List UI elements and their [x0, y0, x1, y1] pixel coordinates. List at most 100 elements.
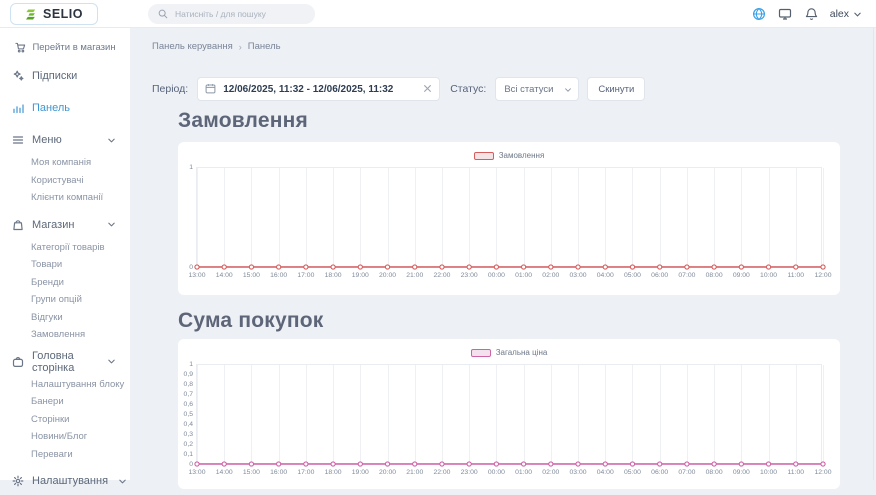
chart-legend: Загальна ціна [178, 348, 840, 357]
sidebar: Перейти в магазин Підписки Панель МенюМоя … [0, 28, 130, 480]
chevron-down-icon [105, 218, 118, 231]
sidebar-item-2[interactable]: Меню [0, 126, 130, 154]
selio-logo-icon [25, 8, 38, 21]
x-axis-tick: 11:00 [781, 272, 811, 279]
y-axis-tick: 0,2 [184, 441, 193, 449]
x-axis-tick: 04:00 [590, 272, 620, 279]
x-axis-tick: 20:00 [373, 272, 403, 279]
display-monitor-icon[interactable] [778, 7, 793, 22]
x-axis-tick: 15:00 [236, 469, 266, 476]
sidebar-subitem[interactable]: Сторінки [0, 411, 130, 429]
y-axis-tick: 0,9 [184, 371, 193, 379]
chart-legend: Замовлення [178, 151, 840, 160]
global-search[interactable] [148, 4, 315, 24]
breadcrumb-panel[interactable]: Панель [248, 41, 281, 52]
x-axis-tick: 03:00 [563, 469, 593, 476]
x-axis-tick: 21:00 [400, 272, 430, 279]
y-axis-tick: 0 [189, 461, 193, 469]
x-axis-tick: 18:00 [318, 272, 348, 279]
subscriptions-icon [11, 70, 24, 83]
shop-bag-icon [11, 218, 24, 231]
x-axis-tick: 23:00 [454, 272, 484, 279]
sidebar-item-5[interactable]: Налаштування [0, 467, 130, 495]
x-axis-tick: 01:00 [509, 272, 539, 279]
x-axis-tick: 18:00 [318, 469, 348, 476]
x-axis-tick: 20:00 [373, 469, 403, 476]
user-menu[interactable]: alex [830, 8, 862, 20]
sidebar-subitem[interactable]: Групи опцій [0, 291, 130, 309]
x-axis-tick: 00:00 [481, 272, 511, 279]
gear-icon [11, 475, 24, 488]
x-axis-tick: 08:00 [699, 469, 729, 476]
sidebar-item-1[interactable]: Панель [0, 94, 130, 122]
sidebar-subitem[interactable]: Товари [0, 256, 130, 274]
x-axis-tick: 01:00 [509, 469, 539, 476]
go-to-store-link[interactable]: Перейти в магазин [0, 36, 130, 58]
logo[interactable]: SELIO [10, 3, 98, 25]
sidebar-group: Налаштування [0, 467, 130, 495]
y-axis-tick: 1 [189, 164, 193, 172]
sidebar-subitem[interactable]: Моя компанія [0, 154, 130, 172]
breadcrumb-dashboard[interactable]: Панель керування [152, 41, 233, 52]
chevron-down-icon [853, 10, 862, 19]
notifications-bell-icon[interactable] [804, 7, 819, 22]
sidebar-item-label: Панель [32, 102, 70, 114]
y-axis-tick: 0 [189, 264, 193, 272]
chevron-down-icon [105, 134, 118, 147]
period-range-input[interactable] [223, 78, 408, 100]
sidebar-subitem[interactable]: Банери [0, 393, 130, 411]
x-axis-tick: 06:00 [645, 469, 675, 476]
sidebar-item-label: Налаштування [32, 475, 108, 487]
legend-swatch [471, 349, 491, 357]
reset-button[interactable]: Скинути [587, 77, 645, 101]
clear-period-icon[interactable] [423, 84, 432, 93]
sidebar-subitem[interactable]: Налаштування блоку [0, 376, 130, 394]
x-axis-tick: 02:00 [536, 469, 566, 476]
x-axis-tick: 11:00 [781, 469, 811, 476]
status-select-value: Всі статуси [504, 84, 553, 95]
x-axis-tick: 16:00 [264, 272, 294, 279]
search-icon [156, 8, 169, 21]
sidebar-subitem[interactable]: Відгуки [0, 309, 130, 327]
y-axis-tick: 0,1 [184, 451, 193, 459]
cart-icon [14, 41, 27, 54]
period-range-field[interactable] [197, 77, 440, 101]
sidebar-group: МенюМоя компаніяКористувачіКлієнти компа… [0, 126, 130, 207]
legend-swatch [474, 152, 494, 160]
sidebar-item-label: Головна сторінка [32, 350, 97, 374]
language-globe-icon[interactable] [752, 7, 767, 22]
x-axis-tick: 17:00 [291, 272, 321, 279]
y-axis-tick: 0,4 [184, 421, 193, 429]
sidebar-subitem[interactable]: Новини/Блог [0, 428, 130, 446]
status-select[interactable]: Всі статуси [495, 77, 579, 101]
sidebar-item-label: Підписки [32, 70, 77, 82]
sidebar-subitem[interactable]: Переваги [0, 446, 130, 464]
chevron-down-icon [105, 355, 118, 368]
sidebar-subitem[interactable]: Клієнти компанії [0, 189, 130, 207]
menu-icon [11, 134, 24, 147]
sidebar-item-3[interactable]: Магазин [0, 211, 130, 239]
sidebar-subitem[interactable]: Бренди [0, 274, 130, 292]
x-axis-tick: 09:00 [726, 272, 756, 279]
chart-line [197, 365, 823, 465]
x-axis-tick: 13:00 [182, 272, 212, 279]
x-axis-tick: 04:00 [590, 469, 620, 476]
sidebar-subitem[interactable]: Користувачі [0, 172, 130, 190]
sidebar-item-4[interactable]: Головна сторінка [0, 348, 130, 376]
sidebar-subitem[interactable]: Замовлення [0, 326, 130, 344]
y-axis-tick: 0,8 [184, 381, 193, 389]
x-axis-tick: 13:00 [182, 469, 212, 476]
x-axis-tick: 12:00 [808, 272, 838, 279]
breadcrumb-separator: › [239, 42, 242, 52]
user-name: alex [830, 8, 849, 20]
chart-line [197, 168, 823, 268]
x-axis-tick: 15:00 [236, 272, 266, 279]
sidebar-group: Підписки [0, 62, 130, 90]
x-axis-tick: 10:00 [754, 469, 784, 476]
sidebar-item-0[interactable]: Підписки [0, 62, 130, 90]
sidebar-subitem[interactable]: Категорії товарів [0, 239, 130, 257]
search-input[interactable] [175, 9, 307, 19]
x-axis-tick: 09:00 [726, 469, 756, 476]
purchases-chart-card: Загальна ціна 10,90,80,70,60,50,40,30,20… [178, 339, 840, 489]
go-to-store-label: Перейти в магазин [32, 42, 115, 53]
